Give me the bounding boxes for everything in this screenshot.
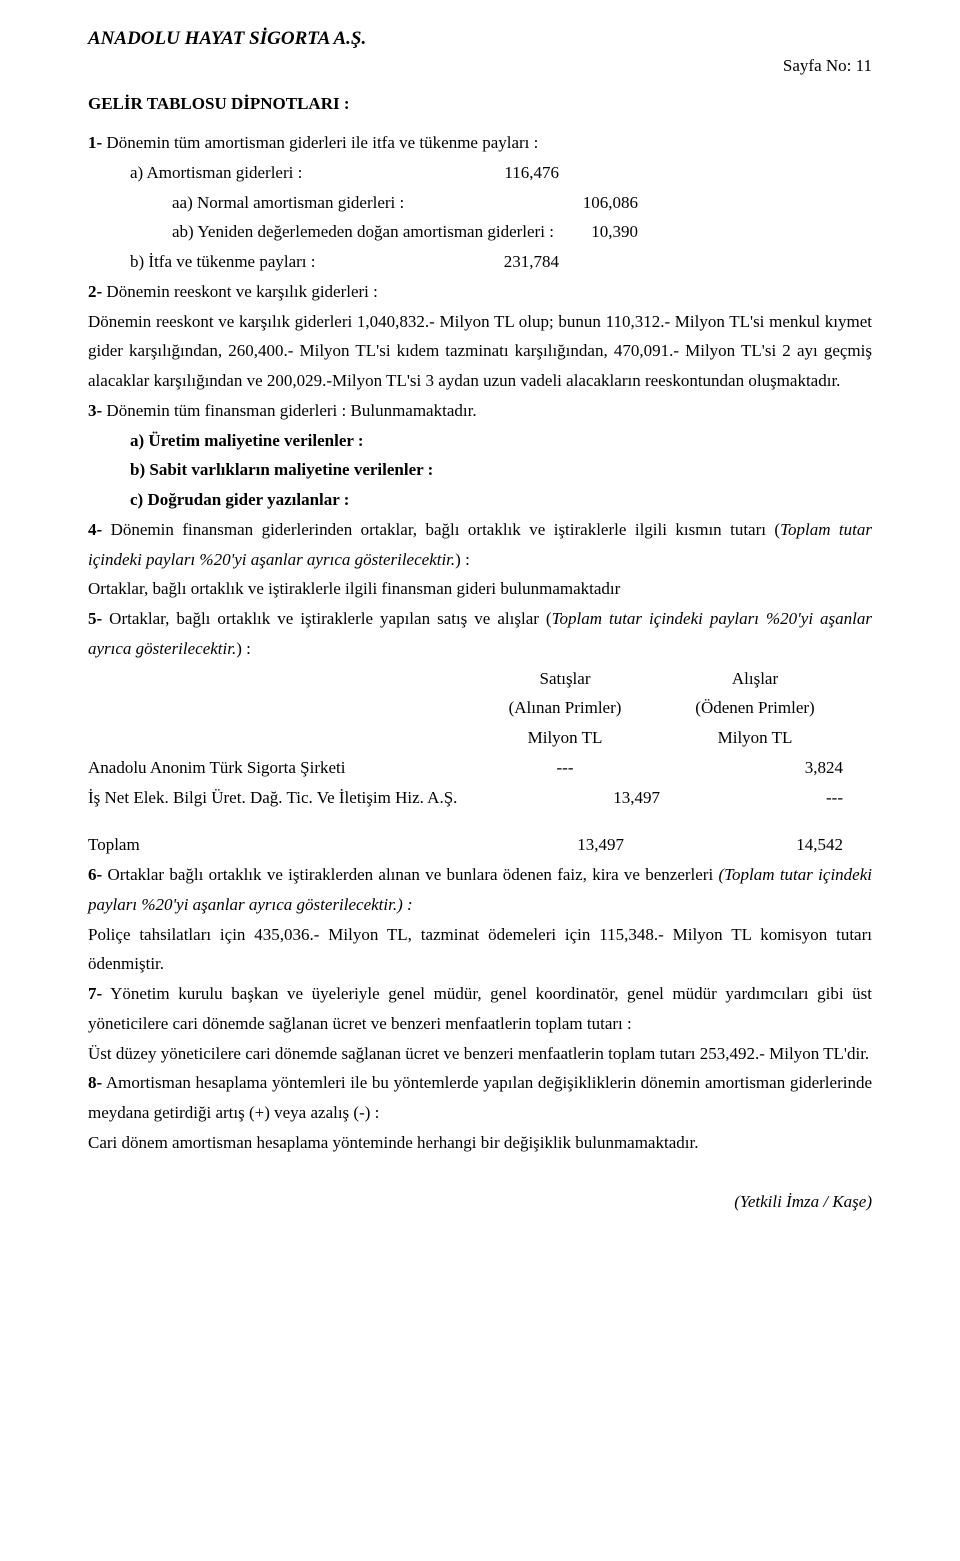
col-unit-2: Milyon TL [660,723,850,753]
note-1b-value: 231,784 [492,247,559,277]
note-3-lead: 3- [88,401,102,420]
r1-alis: 3,824 [660,753,843,783]
note-1aa-label: aa) Normal amortisman giderleri : [172,188,576,218]
note-5-lead: 5- [88,609,102,628]
note-2: 2- Dönemin reeskont ve karşılık giderler… [88,277,872,307]
note-3c: c) Doğrudan gider yazılanlar : [88,485,872,515]
note-3-text: Dönemin tüm finansman giderleri : Bulunm… [102,401,476,420]
note-3a: a) Üretim maliyetine verilenler : [88,426,872,456]
note-1b-label: b) İtfa ve tükenme payları : [130,247,492,277]
r2-sat: 13,497 [470,783,660,813]
note-7-lead: 7- [88,984,102,1003]
note-7-para: Üst düzey yöneticilere cari dönemde sağl… [88,1039,872,1069]
note-2-lead: 2- [88,282,102,301]
note-6: 6- Ortaklar bağlı ortaklık ve iştirakler… [88,860,872,920]
r2-name: İş Net Elek. Bilgi Üret. Dağ. Tic. Ve İl… [88,783,470,813]
r1-sat: --- [470,753,660,783]
r2-alis: --- [660,783,843,813]
note-6-text1: Ortaklar bağlı ortaklık ve iştiraklerden… [102,865,718,884]
note-1a-row: a) Amortisman giderleri : 116,476 [88,158,872,188]
note-7: 7- Yönetim kurulu başkan ve üyeleriyle g… [88,979,872,1039]
table-header-row2: (Alınan Primler) (Ödenen Primler) [88,693,872,723]
note-3b: b) Sabit varlıkların maliyetine verilenl… [88,455,872,485]
r1-name: Anadolu Anonim Türk Sigorta Şirketi [88,753,470,783]
note-3: 3- Dönemin tüm finansman giderleri : Bul… [88,396,872,426]
note-8-para: Cari dönem amortisman hesaplama yöntemin… [88,1128,872,1158]
page-number: Sayfa No: 11 [88,56,872,76]
col-unit-1: Milyon TL [470,723,660,753]
note-8-text: Amortisman hesaplama yöntemleri ile bu y… [88,1073,872,1122]
footer-signature: (Yetkili İmza / Kaşe) [88,1192,872,1212]
total-alis: 14,542 [660,830,843,860]
note-5-text1: Ortaklar, bağlı ortaklık ve iştiraklerle… [102,609,551,628]
note-1ab-value: 10,390 [576,217,638,247]
note-1-text: Dönemin tüm amortisman giderleri ile itf… [102,133,538,152]
table-header-row1: Satışlar Alışlar [88,664,872,694]
note-1aa-value: 106,086 [576,188,638,218]
note-8-lead: 8- [88,1073,102,1092]
note-1aa-row: aa) Normal amortisman giderleri : 106,08… [88,188,872,218]
note-4-lead: 4- [88,520,102,539]
section-title: GELİR TABLOSU DİPNOTLARI : [88,94,872,114]
note-1-lead: 1- [88,133,102,152]
note-6-lead: 6- [88,865,102,884]
table-total-row: Toplam 13,497 14,542 [88,830,872,860]
table-spacer [88,664,470,694]
note-1ab-label: ab) Yeniden değerlemeden doğan amortisma… [172,217,576,247]
note-8: 8- Amortisman hesaplama yöntemleri ile b… [88,1068,872,1128]
note-1a-label: a) Amortisman giderleri : [130,158,492,188]
note-1b-row: b) İtfa ve tükenme payları : 231,784 [88,247,872,277]
total-label: Toplam [88,830,480,860]
note-4-text1: Dönemin finansman giderlerinden ortaklar… [102,520,780,539]
col-alis: Alışlar [660,664,850,694]
note-1: 1- Dönemin tüm amortisman giderleri ile … [88,128,872,158]
note-6-para: Poliçe tahsilatları için 435,036.- Milyo… [88,920,872,980]
company-name: ANADOLU HAYAT SİGORTA A.Ş. [88,28,872,50]
note-7-text: Yönetim kurulu başkan ve üyeleriyle gene… [88,984,872,1033]
note-4-text2: ) : [455,550,470,569]
note-5: 5- Ortaklar, bağlı ortaklık ve iştirakle… [88,604,872,664]
col-alis-sub: (Ödenen Primler) [660,693,850,723]
note-1a-value: 116,476 [492,158,559,188]
col-sat: Satışlar [470,664,660,694]
note-5-text2: ) : [236,639,251,658]
page-container: ANADOLU HAYAT SİGORTA A.Ş. Sayfa No: 11 … [0,0,960,1252]
note-1ab-row: ab) Yeniden değerlemeden doğan amortisma… [88,217,872,247]
note-2-para: Dönemin reeskont ve karşılık giderleri 1… [88,307,872,396]
total-sat: 13,497 [480,830,660,860]
col-sat-sub: (Alınan Primler) [470,693,660,723]
table-row-2: İş Net Elek. Bilgi Üret. Dağ. Tic. Ve İl… [88,783,872,813]
note-4-para: Ortaklar, bağlı ortaklık ve iştiraklerle… [88,574,872,604]
table-header-row3: Milyon TL Milyon TL [88,723,872,753]
note-2-text: Dönemin reeskont ve karşılık giderleri : [102,282,378,301]
table-row-1: Anadolu Anonim Türk Sigorta Şirketi --- … [88,753,872,783]
note-4: 4- Dönemin finansman giderlerinden ortak… [88,515,872,575]
